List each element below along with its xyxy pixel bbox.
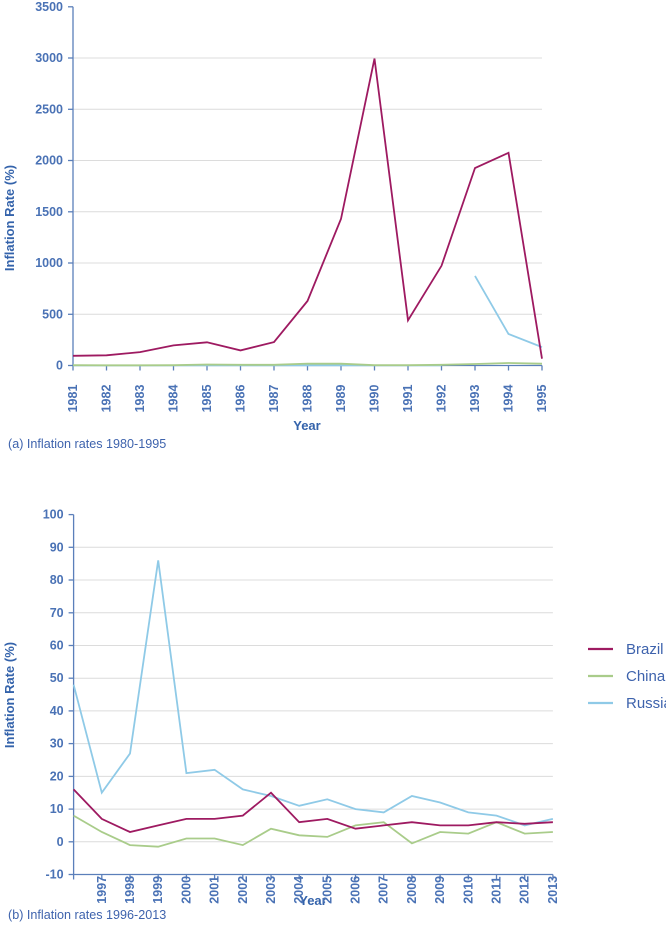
svg-text:2004: 2004 — [292, 876, 306, 904]
svg-text:1999: 1999 — [151, 876, 165, 904]
svg-text:30: 30 — [50, 737, 64, 751]
svg-text:Brazil: Brazil — [626, 641, 664, 658]
svg-text:Russia: Russia — [626, 695, 666, 712]
svg-text:50: 50 — [50, 671, 64, 685]
svg-text:2011: 2011 — [490, 877, 504, 904]
svg-text:2013: 2013 — [546, 876, 560, 904]
svg-text:2012: 2012 — [518, 876, 532, 904]
svg-text:2009: 2009 — [433, 876, 447, 904]
svg-text:0: 0 — [57, 835, 64, 849]
svg-text:-10: -10 — [46, 868, 64, 882]
svg-text:80: 80 — [50, 573, 64, 587]
svg-text:60: 60 — [50, 639, 64, 653]
svg-text:2003: 2003 — [264, 876, 278, 904]
svg-text:2002: 2002 — [236, 876, 250, 904]
svg-text:40: 40 — [50, 704, 64, 718]
svg-text:70: 70 — [50, 606, 64, 620]
svg-text:2006: 2006 — [349, 876, 363, 904]
svg-text:100: 100 — [43, 508, 64, 522]
svg-text:1998: 1998 — [123, 876, 137, 904]
svg-text:10: 10 — [50, 802, 64, 816]
svg-text:90: 90 — [50, 540, 64, 554]
svg-text:2005: 2005 — [320, 876, 334, 904]
svg-text:2008: 2008 — [405, 876, 419, 904]
svg-text:China: China — [626, 668, 666, 685]
svg-text:1997: 1997 — [95, 876, 109, 904]
svg-text:Inflation Rate (%): Inflation Rate (%) — [2, 642, 17, 748]
svg-text:20: 20 — [50, 769, 64, 783]
svg-text:2010: 2010 — [461, 876, 475, 904]
svg-text:2001: 2001 — [208, 876, 222, 904]
svg-text:2000: 2000 — [179, 876, 193, 904]
svg-text:2007: 2007 — [377, 876, 391, 904]
